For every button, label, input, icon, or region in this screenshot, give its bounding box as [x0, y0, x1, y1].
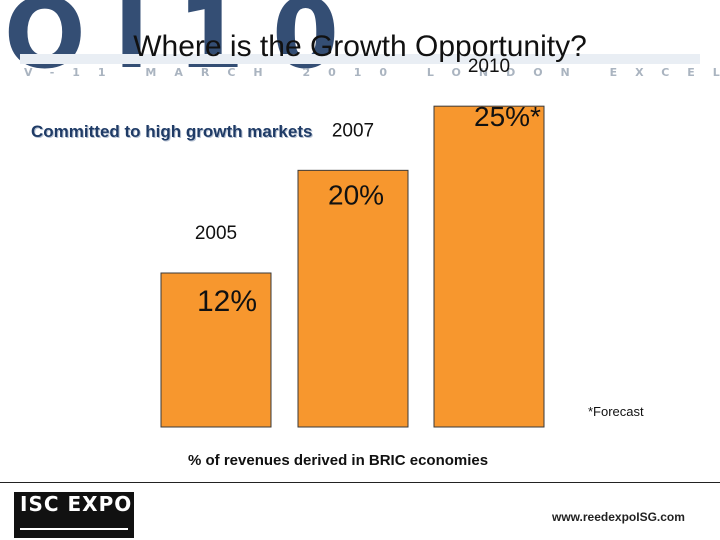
- year-label-2005: 2005: [195, 223, 237, 244]
- value-label-2007: 20%: [328, 179, 384, 210]
- banner-strip: [20, 54, 700, 64]
- logo-text: ISC EXPO: [20, 492, 133, 516]
- footer-divider: [0, 482, 720, 483]
- slide-subtitle: Committed to high growth markets: [31, 122, 313, 141]
- chart-caption: % of revenues derived in BRIC economies: [188, 452, 489, 469]
- year-label-2007: 2007: [332, 120, 374, 141]
- isc-expo-logo: ISC EXPO: [14, 492, 134, 538]
- event-banner: OI10 V-11 MARCH 2010 LONDON EXCEL: [0, 0, 720, 80]
- value-label-2010: 25%*: [474, 101, 541, 132]
- bar-2010: [433, 105, 545, 428]
- forecast-footnote: *Forecast: [588, 404, 644, 419]
- slide-title: Where is the Growth Opportunity?: [133, 30, 587, 63]
- event-logo: OI10: [4, 0, 367, 80]
- bar-2005: [160, 272, 272, 428]
- logo-underline: [20, 528, 128, 530]
- website-link[interactable]: www.reedexpoISG.com: [552, 510, 685, 524]
- value-label-2005: 12%: [197, 285, 257, 318]
- year-label-2010: 2010: [468, 56, 510, 77]
- banner-date-text: V-11 MARCH 2010 LONDON EXCEL: [24, 66, 720, 79]
- bar-2007: [297, 169, 409, 428]
